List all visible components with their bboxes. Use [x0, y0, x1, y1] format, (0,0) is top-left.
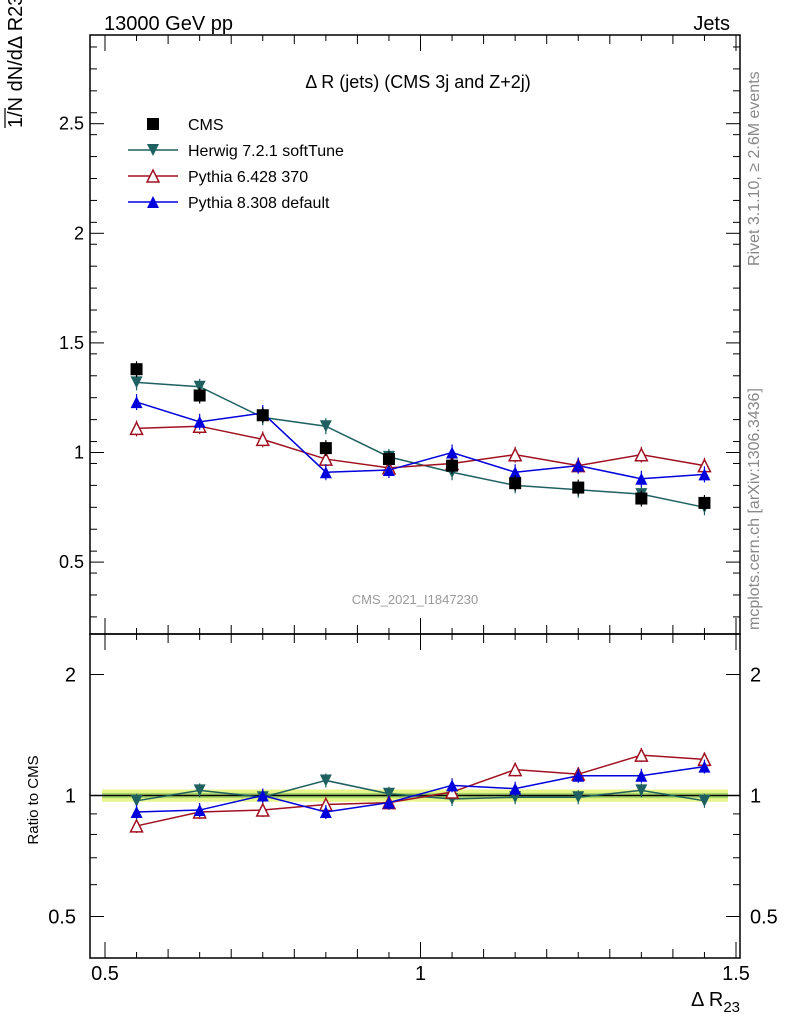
ratio-point [255, 802, 270, 817]
data-point [446, 459, 459, 472]
header-left: 13000 GeV pp [104, 13, 233, 35]
data-point [382, 464, 395, 477]
data-point [446, 446, 459, 459]
data-point [509, 466, 522, 479]
x-tick-label: 1 [415, 963, 426, 985]
ratio-point [256, 789, 269, 802]
ratio-point [319, 774, 332, 787]
ratio-tick-label-right: 2 [750, 665, 761, 687]
data-point [129, 420, 144, 436]
ratio-point [130, 794, 143, 807]
ratio-series-line [136, 779, 705, 802]
data-point [698, 468, 711, 481]
series-layer [129, 361, 712, 833]
ratio-point [635, 769, 648, 782]
data-point [634, 447, 649, 462]
series-line [136, 381, 705, 509]
chart-title: Δ R (jets) (CMS 3j and Z+2j) [305, 72, 531, 92]
series-0 [130, 361, 711, 511]
ratio-point [130, 805, 143, 818]
y-tick-label: 2 [74, 223, 84, 243]
ratio-tick-label-left: 2 [65, 665, 76, 687]
data-point [130, 376, 143, 389]
y-axis-label: 1/N dN/dΔ R23 [4, 0, 27, 128]
x-axis-label-sub: 23 [723, 999, 740, 1016]
data-point [193, 415, 206, 428]
legend-marker [147, 118, 159, 130]
ratio-point [698, 760, 711, 773]
data-point [698, 496, 711, 509]
series-line [136, 401, 705, 480]
ratio-tick-label-right: 1 [750, 786, 761, 808]
series-3 [130, 394, 711, 819]
ratio-point [572, 769, 585, 782]
legend-marker [145, 168, 161, 183]
data-point [319, 420, 332, 433]
data-point [382, 453, 395, 466]
data-point [319, 442, 332, 455]
y-tick-label: 2.5 [59, 114, 84, 134]
ratio-series-line [136, 754, 705, 827]
ratio-point [635, 784, 648, 797]
data-point [255, 431, 270, 447]
series-line [136, 425, 705, 469]
rivet-version-text: Rivet 3.1.10, ≥ 2.6M events [746, 71, 763, 266]
x-axis-label-main: Δ R [691, 989, 723, 1011]
ratio-tick-label-right: 0.5 [750, 907, 778, 929]
y-tick-label: 1.5 [59, 333, 84, 353]
legend-label: Pythia 8.308 default [188, 195, 330, 212]
x-axis-label: Δ R23 [691, 989, 740, 1016]
watermark: CMS_2021_I1847230 [352, 592, 479, 607]
ratio-tick-label-left: 0.5 [48, 907, 76, 929]
axis-ticks: 0.5 1 1.5 2 2.5 0.5 0.5 1 1 2 2 0.5 1 1.5 [48, 35, 778, 985]
ratio-point [129, 818, 144, 833]
legend-label: Herwig 7.2.1 softTune [188, 143, 344, 160]
ratio-series-line [136, 765, 705, 813]
ratio-point [193, 804, 206, 817]
ratio-point [572, 791, 585, 804]
ratio-point [319, 805, 332, 818]
y-tick-label: 0.5 [59, 552, 84, 572]
ratio-point [446, 779, 459, 792]
mcplots-text: mcplots.cern.ch [arXiv:1306.3436] [746, 388, 763, 630]
ratio-point [634, 747, 649, 762]
y-tick-label: 1 [74, 443, 84, 463]
legend-label: CMS [188, 117, 224, 134]
ratio-tick-label-left: 1 [65, 786, 76, 808]
legend: CMS Herwig 7.2.1 softTune Pythia 6.428 370… [128, 117, 344, 212]
ratio-point [698, 794, 711, 807]
y-axis-label-text: 1/N dN/dΔ R23 [5, 0, 27, 128]
y-axis-label-rot: 1/N dN/dΔ R23 [5, 0, 27, 128]
data-point [193, 389, 206, 402]
legend-label: Pythia 6.428 370 [188, 169, 308, 186]
data-point [256, 409, 269, 422]
data-point [572, 459, 585, 472]
ratio-point [382, 796, 395, 809]
legend-marker [147, 196, 159, 208]
data-point [572, 481, 585, 494]
data-point [193, 380, 206, 393]
ratio-point [193, 784, 206, 797]
data-point [130, 396, 143, 409]
ratio-y-label-group: Ratio to CMS [25, 755, 42, 844]
legend-marker [147, 144, 159, 156]
data-point [319, 466, 332, 479]
data-point [130, 363, 143, 376]
header-right: Jets [693, 13, 730, 35]
ratio-point [507, 761, 523, 777]
data-point [507, 447, 523, 462]
ratio-point [509, 782, 522, 795]
data-point [509, 477, 522, 490]
ratio-y-label: Ratio to CMS [25, 755, 42, 844]
ratio-point [382, 787, 395, 800]
data-point [635, 492, 648, 505]
x-tick-label: 1.5 [722, 963, 750, 985]
data-point [635, 472, 648, 485]
x-tick-label: 0.5 [91, 963, 119, 985]
